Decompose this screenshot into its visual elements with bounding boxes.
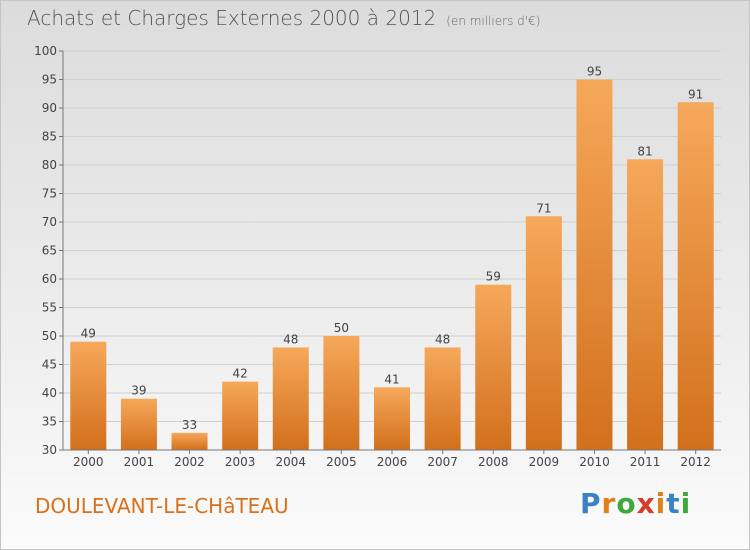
bar-value-label: 91 (688, 87, 703, 101)
bar (171, 432, 208, 450)
bar (677, 102, 714, 451)
y-tick-label: 45 (42, 358, 57, 372)
x-tick-label: 2001 (124, 455, 155, 469)
x-tick-label: 2009 (529, 455, 560, 469)
y-tick-label: 40 (42, 386, 57, 400)
y-tick-label: 90 (42, 101, 57, 115)
x-tick-label: 2003 (225, 455, 256, 469)
y-tick-label: 95 (42, 73, 57, 87)
y-tick-label: 75 (42, 187, 57, 201)
brand-letter: r (601, 487, 617, 520)
bar (525, 216, 562, 450)
x-tick-label: 2010 (579, 455, 610, 469)
y-tick-label: 70 (42, 215, 57, 229)
title-text: Achats et Charges Externes 2000 à 2012 (27, 6, 437, 30)
y-tick-label: 50 (42, 329, 57, 343)
x-tick-label: 2007 (427, 455, 458, 469)
bar-value-label: 81 (637, 144, 652, 158)
brand-letter: P (580, 487, 602, 520)
y-tick-label: 100 (34, 44, 57, 58)
y-tick-label: 35 (42, 415, 57, 429)
bar-value-label: 49 (81, 327, 96, 341)
bar (70, 341, 107, 450)
x-tick-label: 2008 (478, 455, 509, 469)
chart-title: Achats et Charges Externes 2000 à 2012 (e… (27, 6, 540, 30)
brand-letter: i (680, 487, 692, 520)
bar (323, 336, 360, 450)
bar-value-label: 33 (182, 418, 197, 432)
x-tick-label: 2004 (275, 455, 306, 469)
x-tick-label: 2002 (174, 455, 205, 469)
y-tick-label: 65 (42, 244, 57, 258)
bar-value-label: 71 (536, 201, 551, 215)
brand-letter: o (616, 487, 637, 520)
y-tick-label: 85 (42, 130, 57, 144)
bar (374, 387, 410, 450)
bar (272, 347, 309, 450)
bar (424, 347, 461, 450)
y-tick-label: 30 (42, 443, 57, 457)
brand-logo: Proxiti (580, 487, 691, 520)
bar (576, 79, 613, 450)
bar (120, 398, 157, 450)
x-tick-label: 2000 (73, 455, 104, 469)
bar (627, 159, 664, 451)
x-tick-label: 2012 (680, 455, 711, 469)
unit-label: (en milliers d'€) (446, 14, 541, 28)
bar (475, 284, 512, 450)
brand-letter: t (666, 487, 681, 520)
bar-value-label: 59 (486, 270, 501, 284)
x-tick-label: 2006 (377, 455, 408, 469)
bar-value-label: 39 (131, 384, 146, 398)
y-tick-label: 55 (42, 301, 57, 315)
bar-value-label: 42 (233, 367, 248, 381)
bar-value-label: 50 (334, 321, 349, 335)
bar-value-label: 48 (283, 332, 298, 346)
bar (222, 381, 259, 450)
brand-letter: i (655, 487, 667, 520)
y-tick-label: 80 (42, 158, 57, 172)
x-tick-label: 2011 (630, 455, 661, 469)
axes: 30 35 40 45 50 55 60 65 70 75 80 85 90 95 100 2000 2001 2… (34, 44, 721, 469)
commune-name: DOULEVANT-LE-CHâTEAU (35, 494, 289, 518)
bar-value-label: 48 (435, 332, 450, 346)
bar-value-label: 95 (587, 65, 602, 79)
y-tick-label: 60 (42, 272, 57, 286)
x-tick-label: 2005 (326, 455, 357, 469)
brand-letter: x (636, 487, 656, 520)
bars: 49 39 33 42 48 50 41 48 59 71 95 81 91 (70, 65, 714, 451)
bar-value-label: 41 (384, 372, 399, 386)
